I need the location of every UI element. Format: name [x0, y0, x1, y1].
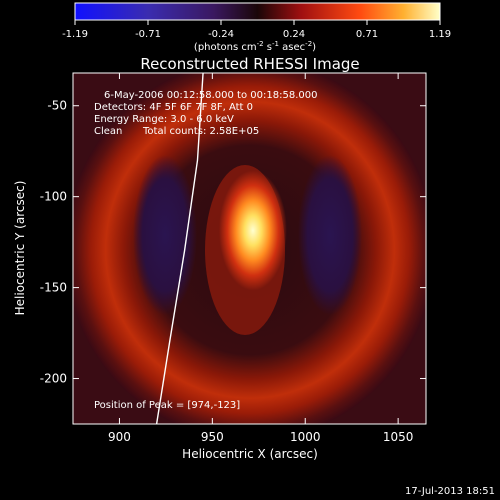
colorbar-tick-label: -0.24	[208, 29, 234, 40]
y-tick-label: -50	[47, 99, 67, 113]
chart-title: Reconstructed RHESSI Image	[140, 55, 359, 73]
annotation-detectors: Detectors: 4F 5F 6F 7F 8F, Att 0	[94, 102, 253, 113]
y-tick-label: -200	[40, 372, 67, 386]
colorbar-tick-label: -0.71	[135, 29, 161, 40]
annotation-energy: Energy Range: 3.0 - 6.0 keV	[94, 114, 234, 125]
colorbar-tick-label: 0.71	[356, 29, 378, 40]
x-tick-label: 1000	[290, 430, 321, 444]
y-tick-label: -100	[40, 190, 67, 204]
heatmap-image	[73, 73, 426, 424]
y-axis-ticks: -50 -100 -150 -200	[40, 99, 426, 386]
colorbar-ticks: -1.19 -0.71 -0.24 0.24 0.71 1.19	[62, 20, 451, 40]
y-tick-label: -150	[40, 281, 67, 295]
x-tick-label: 950	[201, 430, 224, 444]
annotation-clean: Clean	[94, 126, 122, 137]
right-lobe-dark	[298, 155, 362, 315]
annotation-counts: Total counts: 2.58E+05	[142, 126, 259, 137]
colorbar	[74, 2, 441, 21]
x-axis-ticks: 900 950 1000 1050	[108, 73, 413, 444]
plot-frame	[72, 72, 427, 425]
solar-limb-curve	[155, 73, 204, 424]
y-axis-label: Heliocentric Y (arcsec)	[13, 181, 27, 316]
x-tick-label: 1050	[383, 430, 414, 444]
annotation-peak: Position of Peak = [974,-123]	[94, 400, 240, 411]
colorbar-tick-label: 0.24	[283, 29, 305, 40]
colorbar-unit-label: (photons cm-2 s-1 asec-2)	[194, 40, 316, 53]
footer-timestamp: 17-Jul-2013 18:51	[405, 486, 495, 497]
x-tick-label: 900	[108, 430, 131, 444]
x-axis-label: Heliocentric X (arcsec)	[182, 447, 318, 461]
colorbar-tick-label: -1.19	[62, 29, 88, 40]
annotation-time: 6-May-2006 00:12:58.000 to 00:18:58.000	[104, 90, 317, 101]
peak-emission	[218, 170, 287, 291]
colorbar-tick-label: 1.19	[429, 29, 451, 40]
